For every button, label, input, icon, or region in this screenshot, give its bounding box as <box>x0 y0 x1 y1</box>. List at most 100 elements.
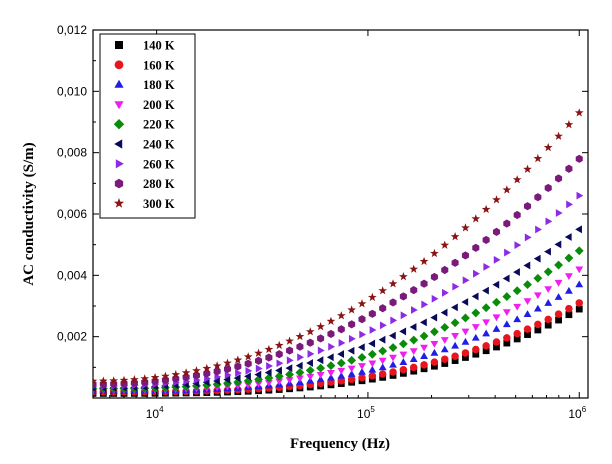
legend-item: 260 K <box>115 157 175 171</box>
data-point <box>575 225 582 234</box>
data-point <box>389 298 397 307</box>
data-point <box>409 363 418 372</box>
data-point <box>109 376 119 385</box>
data-point <box>317 346 325 355</box>
data-point <box>243 352 253 361</box>
x-tick-label: 104 <box>146 405 164 421</box>
data-point <box>575 299 583 307</box>
data-point <box>523 325 532 333</box>
data-point <box>295 368 305 377</box>
data-point <box>492 297 501 307</box>
data-point <box>98 376 108 385</box>
data-point <box>254 370 262 379</box>
data-point <box>274 371 284 381</box>
data-point <box>543 267 553 277</box>
legend-item: 140 K <box>115 39 175 53</box>
data-point <box>389 354 397 362</box>
data-point <box>472 345 480 354</box>
data-point <box>533 304 542 312</box>
data-point <box>450 232 460 241</box>
data-point <box>555 209 563 217</box>
data-point <box>451 341 460 349</box>
data-point <box>347 305 357 314</box>
data-point <box>244 382 253 389</box>
data-point <box>316 322 325 331</box>
data-point <box>504 248 511 257</box>
data-point <box>317 334 325 343</box>
data-point <box>512 286 522 296</box>
data-point <box>140 374 150 383</box>
data-point <box>492 325 501 332</box>
data-point <box>461 328 470 336</box>
data-point <box>533 273 543 283</box>
data-point <box>502 185 512 194</box>
x-axis-title: Frequency (Hz) <box>290 436 390 452</box>
data-point <box>450 318 460 328</box>
data-point <box>337 350 345 358</box>
data-point <box>368 339 376 348</box>
y-tick-label: 0,006 <box>57 207 87 221</box>
data-point <box>367 292 377 302</box>
data-point <box>471 333 480 341</box>
data-point <box>554 279 563 287</box>
data-point <box>326 361 336 371</box>
data-point <box>409 264 419 273</box>
data-point <box>297 353 304 362</box>
data-point <box>244 359 252 368</box>
data-point <box>440 345 449 353</box>
data-point <box>399 272 408 281</box>
data-point <box>513 268 520 276</box>
data-point <box>461 251 469 260</box>
legend-item: 220 K <box>113 118 175 132</box>
data-point <box>451 303 458 312</box>
data-point <box>347 370 356 377</box>
data-point <box>275 366 282 375</box>
data-point <box>398 339 408 349</box>
data-point <box>420 352 428 359</box>
data-point <box>337 367 346 375</box>
data-point <box>347 355 357 365</box>
data-point <box>461 337 470 345</box>
data-point <box>564 253 574 263</box>
data-point <box>93 376 98 385</box>
data-point <box>574 108 584 117</box>
data-point <box>492 338 501 346</box>
data-point <box>223 375 231 384</box>
data-point <box>576 191 584 200</box>
legend-label: 260 K <box>143 157 175 171</box>
data-point <box>440 240 450 249</box>
data-point <box>327 329 335 339</box>
legend-marker <box>115 41 123 49</box>
legend-label: 240 K <box>143 138 175 152</box>
data-point <box>388 279 398 288</box>
data-point <box>119 375 129 385</box>
legend-item: 300 K <box>113 197 175 211</box>
legend: 140 K 160 K 180 K 200 K 220 K 240 K 260 K 280 K… <box>99 33 196 219</box>
data-point <box>379 321 387 330</box>
data-point <box>212 379 222 389</box>
data-point <box>554 310 563 318</box>
data-point <box>202 363 212 373</box>
data-point <box>326 316 336 326</box>
legend-item: 280 K <box>114 177 175 191</box>
data-point <box>368 309 376 318</box>
data-point <box>575 266 584 274</box>
data-point <box>421 300 429 309</box>
data-point <box>399 327 407 336</box>
data-point <box>430 348 439 356</box>
data-point <box>224 371 232 379</box>
data-point <box>337 371 346 379</box>
data-point <box>358 315 366 324</box>
data-point <box>316 356 324 365</box>
y-tick-label: 0,004 <box>57 268 87 282</box>
data-point <box>523 310 532 317</box>
data-point <box>348 320 356 329</box>
legend-marker <box>114 178 124 189</box>
data-point <box>440 308 448 317</box>
data-point <box>554 260 563 270</box>
data-point <box>513 315 522 323</box>
data-point <box>223 364 232 374</box>
data-point <box>265 353 273 362</box>
data-point <box>565 273 573 281</box>
data-point <box>482 342 490 350</box>
